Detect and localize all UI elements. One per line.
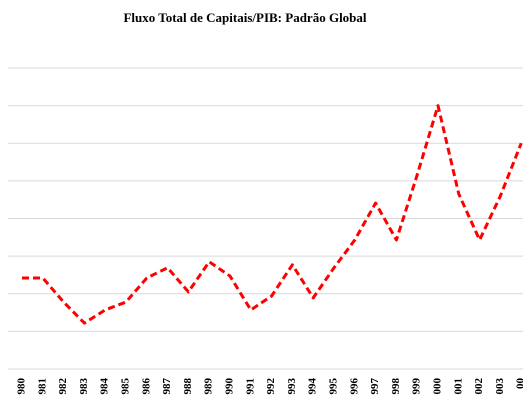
data-line xyxy=(22,104,523,325)
x-tick-label: 000 xyxy=(432,378,444,395)
x-tick-label: 003 xyxy=(494,378,506,395)
x-tick-label: 982 xyxy=(57,378,69,395)
chart-title: Fluxo Total de Capitais/PIB: Padrão Glob… xyxy=(123,10,366,25)
x-tick-label: 998 xyxy=(390,378,402,395)
x-tick-label: 981 xyxy=(36,378,48,395)
x-tick-label: 986 xyxy=(140,378,152,395)
x-tick-label: 985 xyxy=(120,378,132,395)
x-tick-label: 988 xyxy=(182,378,194,395)
x-tick-label: 991 xyxy=(244,378,256,395)
x-tick-label: 989 xyxy=(203,378,215,395)
x-tick-label: 990 xyxy=(224,378,236,395)
x-tick-label: 983 xyxy=(78,378,90,395)
x-tick-label: 992 xyxy=(265,378,277,395)
x-tick-label: 002 xyxy=(473,378,485,395)
x-tick-label: 00 xyxy=(515,378,523,390)
x-tick-label: 987 xyxy=(161,378,173,395)
x-tick-label: 993 xyxy=(286,378,298,395)
x-tick-label: 980 xyxy=(16,378,28,395)
x-tick-label: 001 xyxy=(452,378,464,395)
x-tick-label: 995 xyxy=(328,378,340,395)
x-tick-label: 999 xyxy=(411,378,423,395)
x-tick-label: 994 xyxy=(307,378,319,395)
x-tick-label: 984 xyxy=(99,378,111,395)
x-tick-label: 996 xyxy=(348,378,360,395)
x-tick-label: 997 xyxy=(369,378,381,395)
